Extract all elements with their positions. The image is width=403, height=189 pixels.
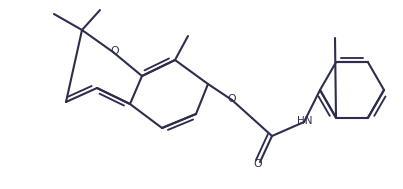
Text: O: O — [253, 159, 262, 169]
Text: HN: HN — [297, 116, 313, 126]
Text: O: O — [111, 46, 119, 56]
Text: O: O — [228, 94, 236, 104]
